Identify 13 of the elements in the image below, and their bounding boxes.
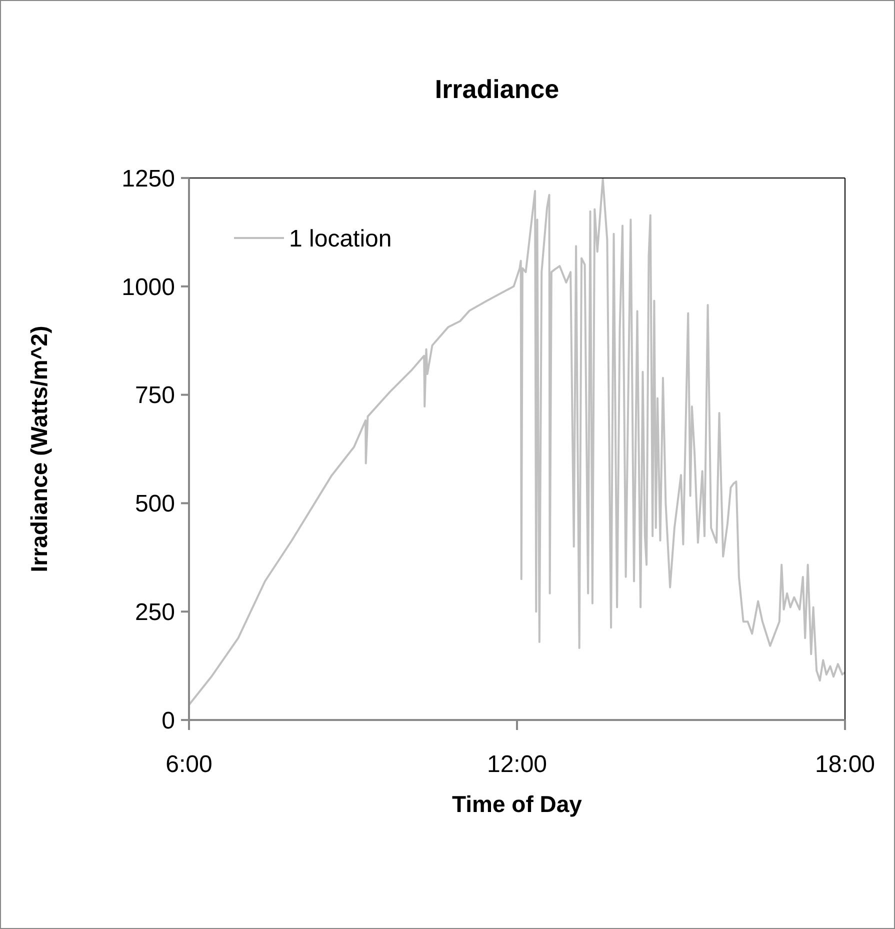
chart-title: Irradiance xyxy=(434,74,560,104)
y-tick-label: 0 xyxy=(162,707,175,734)
y-axis-title: Irradiance (Watts/m^2) xyxy=(26,326,52,572)
legend-label: 1 location xyxy=(289,225,392,252)
y-tick-label: 500 xyxy=(134,490,175,518)
y-tick-label: 250 xyxy=(134,599,175,626)
x-tick-label: 6:00 xyxy=(166,751,212,778)
y-tick-label: 1250 xyxy=(122,165,175,192)
x-tick-label: 18:00 xyxy=(814,751,876,778)
x-tick-label: 12:00 xyxy=(486,751,548,778)
y-tick-label: 1000 xyxy=(122,274,175,301)
x-axis-title: Time of Day xyxy=(452,791,582,817)
y-tick-label: 750 xyxy=(134,382,175,410)
